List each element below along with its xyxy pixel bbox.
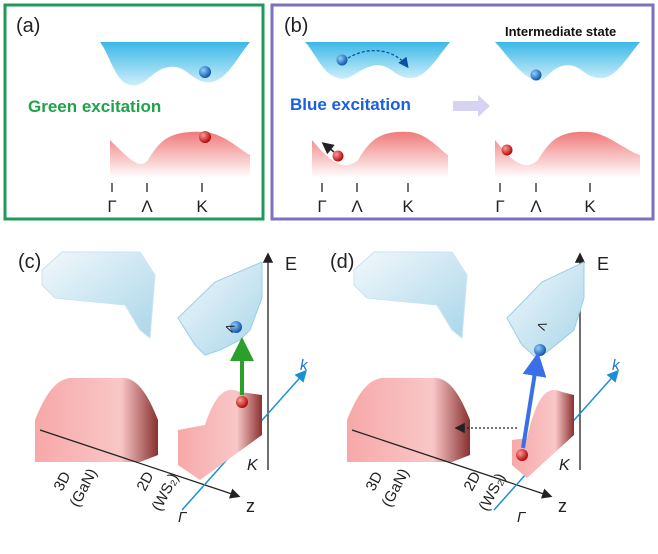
axis-label: k bbox=[612, 357, 621, 374]
material-label: 2D bbox=[134, 469, 158, 494]
valence-band bbox=[312, 132, 448, 178]
hole bbox=[502, 145, 513, 156]
axis-label: z bbox=[246, 496, 255, 516]
tick-label: K bbox=[196, 197, 208, 216]
hole-arrow bbox=[324, 144, 334, 152]
electron bbox=[531, 70, 542, 81]
tick-label: K bbox=[584, 197, 596, 216]
tick-label: K bbox=[402, 197, 414, 216]
axis-label: z bbox=[558, 496, 567, 516]
figure: (a) Green excitation Γ Λ K (b) Intermedi… bbox=[0, 0, 658, 554]
panel-b: (b) Intermediate state Blue excitation Γ… bbox=[272, 5, 653, 219]
hole bbox=[199, 131, 211, 143]
panel-label: (c) bbox=[18, 251, 41, 273]
tick-label: Λ bbox=[530, 197, 542, 216]
electron bbox=[534, 344, 546, 356]
panel-label: (b) bbox=[284, 15, 308, 37]
bulk-conduction-band bbox=[42, 252, 155, 338]
material-label: (GaN) bbox=[67, 466, 101, 510]
valence-band bbox=[110, 132, 250, 178]
tick-label: Λ bbox=[351, 197, 363, 216]
conduction-band bbox=[100, 42, 250, 85]
tick-label: Λ bbox=[141, 197, 153, 216]
tick-label: Γ bbox=[107, 197, 116, 216]
material-label: 3D bbox=[51, 469, 75, 494]
point-label: K bbox=[559, 457, 571, 474]
point-label: K bbox=[247, 457, 259, 474]
caption: Green excitation bbox=[28, 97, 161, 116]
panel-c: (c) E z k Λ K Γ 3D (GaN) 2D (WS₂) bbox=[18, 251, 309, 526]
tick-label: Γ bbox=[317, 197, 326, 216]
caption: Blue excitation bbox=[290, 95, 411, 114]
2d-conduction-band bbox=[507, 262, 584, 356]
hole bbox=[516, 449, 528, 461]
tick-label: Γ bbox=[495, 197, 504, 216]
transition-arrow bbox=[453, 95, 490, 117]
note: Intermediate state bbox=[505, 24, 616, 39]
axis-label: E bbox=[285, 254, 297, 274]
valence-band bbox=[495, 132, 640, 178]
material-label: 3D bbox=[363, 469, 387, 494]
2d-conduction-band bbox=[178, 262, 262, 355]
axis-label: E bbox=[597, 254, 609, 274]
panel-a: (a) Green excitation Γ Λ K bbox=[5, 5, 263, 219]
conduction-band bbox=[495, 42, 640, 81]
conduction-band bbox=[305, 42, 450, 79]
panel-label: (a) bbox=[16, 15, 40, 37]
panel-d: (d) E z k Λ K Γ 3D (GaN) 2D (WS₂) bbox=[330, 251, 621, 526]
point-label: Γ bbox=[517, 509, 527, 526]
hole bbox=[236, 396, 248, 408]
material-label: (GaN) bbox=[379, 466, 413, 510]
point-label: Γ bbox=[178, 509, 188, 526]
electron bbox=[337, 55, 348, 66]
panel-label: (d) bbox=[330, 251, 354, 273]
hole bbox=[333, 151, 344, 162]
electron bbox=[199, 66, 211, 78]
axis-label: k bbox=[300, 357, 309, 374]
bulk-conduction-band bbox=[354, 252, 467, 338]
